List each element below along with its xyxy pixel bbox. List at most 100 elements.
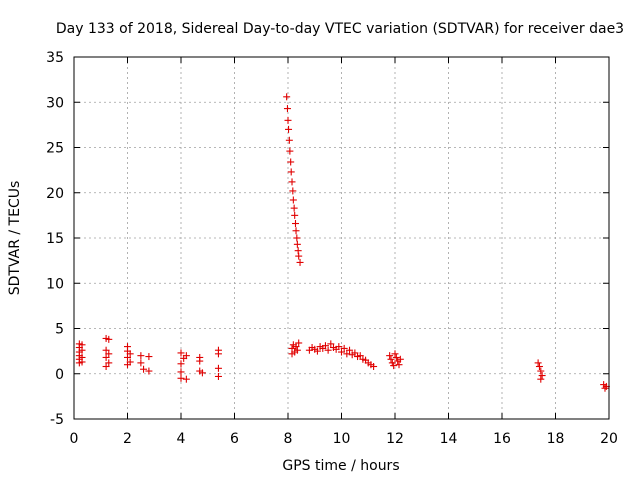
x-tick-label: 20 [600,431,618,447]
data-point [284,116,292,124]
y-tick-label: 5 [55,322,64,338]
data-point [289,196,297,204]
data-point [196,357,204,365]
data-point [198,369,206,377]
data-point [137,359,145,367]
data-point [295,252,303,260]
data-point [182,352,190,360]
data-point [177,349,185,357]
x-tick-label: 8 [284,431,293,447]
data-point [370,363,378,371]
y-tick-label: 35 [46,50,64,66]
y-tick-label: 20 [46,186,64,202]
data-point [321,342,329,350]
data-points [75,93,610,392]
data-point [396,355,404,363]
data-point [177,360,185,368]
data-point [351,349,359,357]
x-tick-label: 4 [177,431,186,447]
data-point [105,359,113,367]
data-point [386,352,394,360]
y-tick-label: 10 [46,276,64,292]
x-tick-label: 0 [70,431,79,447]
data-point [288,178,296,186]
data-point [287,158,295,166]
data-point [214,350,222,358]
data-point [346,346,354,354]
data-point [343,350,351,358]
x-tick-label: 18 [547,431,565,447]
data-point [124,361,131,369]
data-point [293,234,301,242]
data-point [140,365,148,373]
x-axis-ticks: 0 2 4 6 8 10 12 14 16 18 20 [70,57,618,447]
data-point [288,344,296,352]
data-point [327,340,335,348]
data-point [290,204,298,212]
grid [74,57,609,419]
data-point [338,348,345,356]
x-tick-label: 12 [386,431,404,447]
data-point [145,367,153,375]
x-tick-label: 16 [493,431,511,447]
data-point [137,352,145,360]
data-point [534,359,542,367]
data-point [537,375,545,383]
data-point [390,362,398,370]
data-point [285,136,293,144]
x-tick-label: 10 [333,431,351,447]
data-point [102,346,110,354]
data-point [295,339,303,347]
data-point [392,353,400,361]
x-axis-label: GPS time / hours [282,458,399,474]
data-point [124,353,131,361]
data-point [102,363,110,371]
data-point [535,363,543,371]
data-point [291,220,299,228]
y-tick-label: 30 [46,95,64,111]
data-point [145,353,153,361]
y-tick-label: 25 [46,141,64,157]
data-point [391,350,399,358]
data-point [102,353,110,361]
x-tick-label: 6 [230,431,239,447]
data-point [78,346,86,354]
data-point [292,343,300,351]
data-point [324,346,332,354]
data-point [289,187,297,195]
data-point [78,358,86,366]
data-point [105,335,113,343]
data-point [296,258,304,266]
y-tick-label: 15 [46,231,64,247]
x-tick-label: 14 [440,431,458,447]
data-point [285,125,293,133]
data-point [292,227,300,235]
data-point [177,374,185,382]
data-point [283,105,291,113]
data-point [293,346,301,354]
data-point [283,93,291,101]
data-point [182,375,190,383]
y-tick-label: 0 [55,367,64,383]
data-point [126,350,134,358]
data-point [395,361,403,369]
data-point [356,352,364,360]
data-point [340,344,348,352]
data-point [601,384,609,392]
data-point [291,211,299,219]
data-point [537,367,545,375]
data-point [177,368,185,376]
data-point [313,347,321,355]
data-point [538,372,546,380]
y-tick-label: -5 [50,412,64,428]
y-axis-label: SDTVAR / TECUs [7,181,23,296]
data-point [214,372,222,380]
data-point [286,147,294,155]
y-axis-ticks: -5 0 5 10 15 20 25 30 35 [46,50,609,428]
data-point [335,343,343,351]
data-point [105,350,113,358]
data-point [387,355,395,363]
x-tick-label: 2 [123,431,132,447]
data-point [287,168,295,176]
